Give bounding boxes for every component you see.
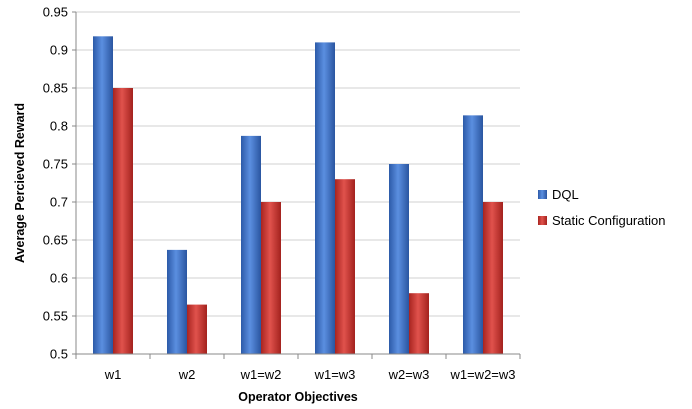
x-tick-label: w1=w3 bbox=[314, 367, 356, 382]
y-tick-label: 0.8 bbox=[50, 119, 68, 134]
bar-static-configuration-w1=w3 bbox=[335, 179, 355, 354]
y-tick-label: 0.75 bbox=[43, 157, 68, 172]
x-tick-label: w2=w3 bbox=[388, 367, 430, 382]
bar-static-configuration-w2=w3 bbox=[409, 293, 429, 354]
y-tick-label: 0.65 bbox=[43, 233, 68, 248]
bar-static-configuration-w1 bbox=[113, 88, 133, 354]
legend-swatch-static-configuration bbox=[538, 216, 547, 225]
bar-dql-w1=w3 bbox=[315, 42, 335, 355]
bar-dql-w1 bbox=[93, 36, 113, 354]
x-tick-label: w1=w2=w3 bbox=[449, 367, 515, 382]
x-tick-label: w1=w2 bbox=[240, 367, 282, 382]
bars bbox=[93, 36, 503, 355]
y-axis-title: Average Percieved Reward bbox=[13, 103, 27, 263]
legend-label-dql: DQL bbox=[552, 187, 579, 202]
bar-dql-w1=w2=w3 bbox=[463, 115, 483, 354]
x-axis-title: Operator Objectives bbox=[238, 390, 358, 404]
bar-static-configuration-w1=w2 bbox=[261, 202, 281, 354]
y-tick-label: 0.6 bbox=[50, 271, 68, 286]
gridlines bbox=[76, 11, 520, 317]
bar-dql-w1=w2 bbox=[241, 135, 261, 354]
y-tick-labels: 0.5 0.55 0.6 0.65 0.7 0.75 0.8 0.85 0.9 0.95 bbox=[43, 5, 76, 362]
x-tick-label: w1 bbox=[104, 367, 122, 382]
axes bbox=[75, 12, 520, 355]
legend-swatch-dql bbox=[538, 190, 547, 199]
x-tick-labels: w1 w2 w1=w2 w1=w3 w2=w3 w1=w2=w3 bbox=[75, 354, 521, 382]
y-tick-label: 0.7 bbox=[50, 195, 68, 210]
legend: DQL Static Configuration bbox=[538, 187, 665, 228]
bar-dql-w2 bbox=[167, 249, 187, 354]
y-tick-label: 0.9 bbox=[50, 43, 68, 58]
legend-label-static-configuration: Static Configuration bbox=[552, 213, 665, 228]
y-tick-label: 0.55 bbox=[43, 309, 68, 324]
y-tick-label: 0.5 bbox=[50, 347, 68, 362]
x-tick-label: w2 bbox=[178, 367, 196, 382]
bar-static-configuration-w1=w2=w3 bbox=[483, 202, 503, 354]
y-tick-label: 0.85 bbox=[43, 81, 68, 96]
bar-static-configuration-w2 bbox=[187, 304, 207, 354]
y-tick-label: 0.95 bbox=[43, 5, 68, 20]
bar-dql-w2=w3 bbox=[389, 164, 409, 354]
